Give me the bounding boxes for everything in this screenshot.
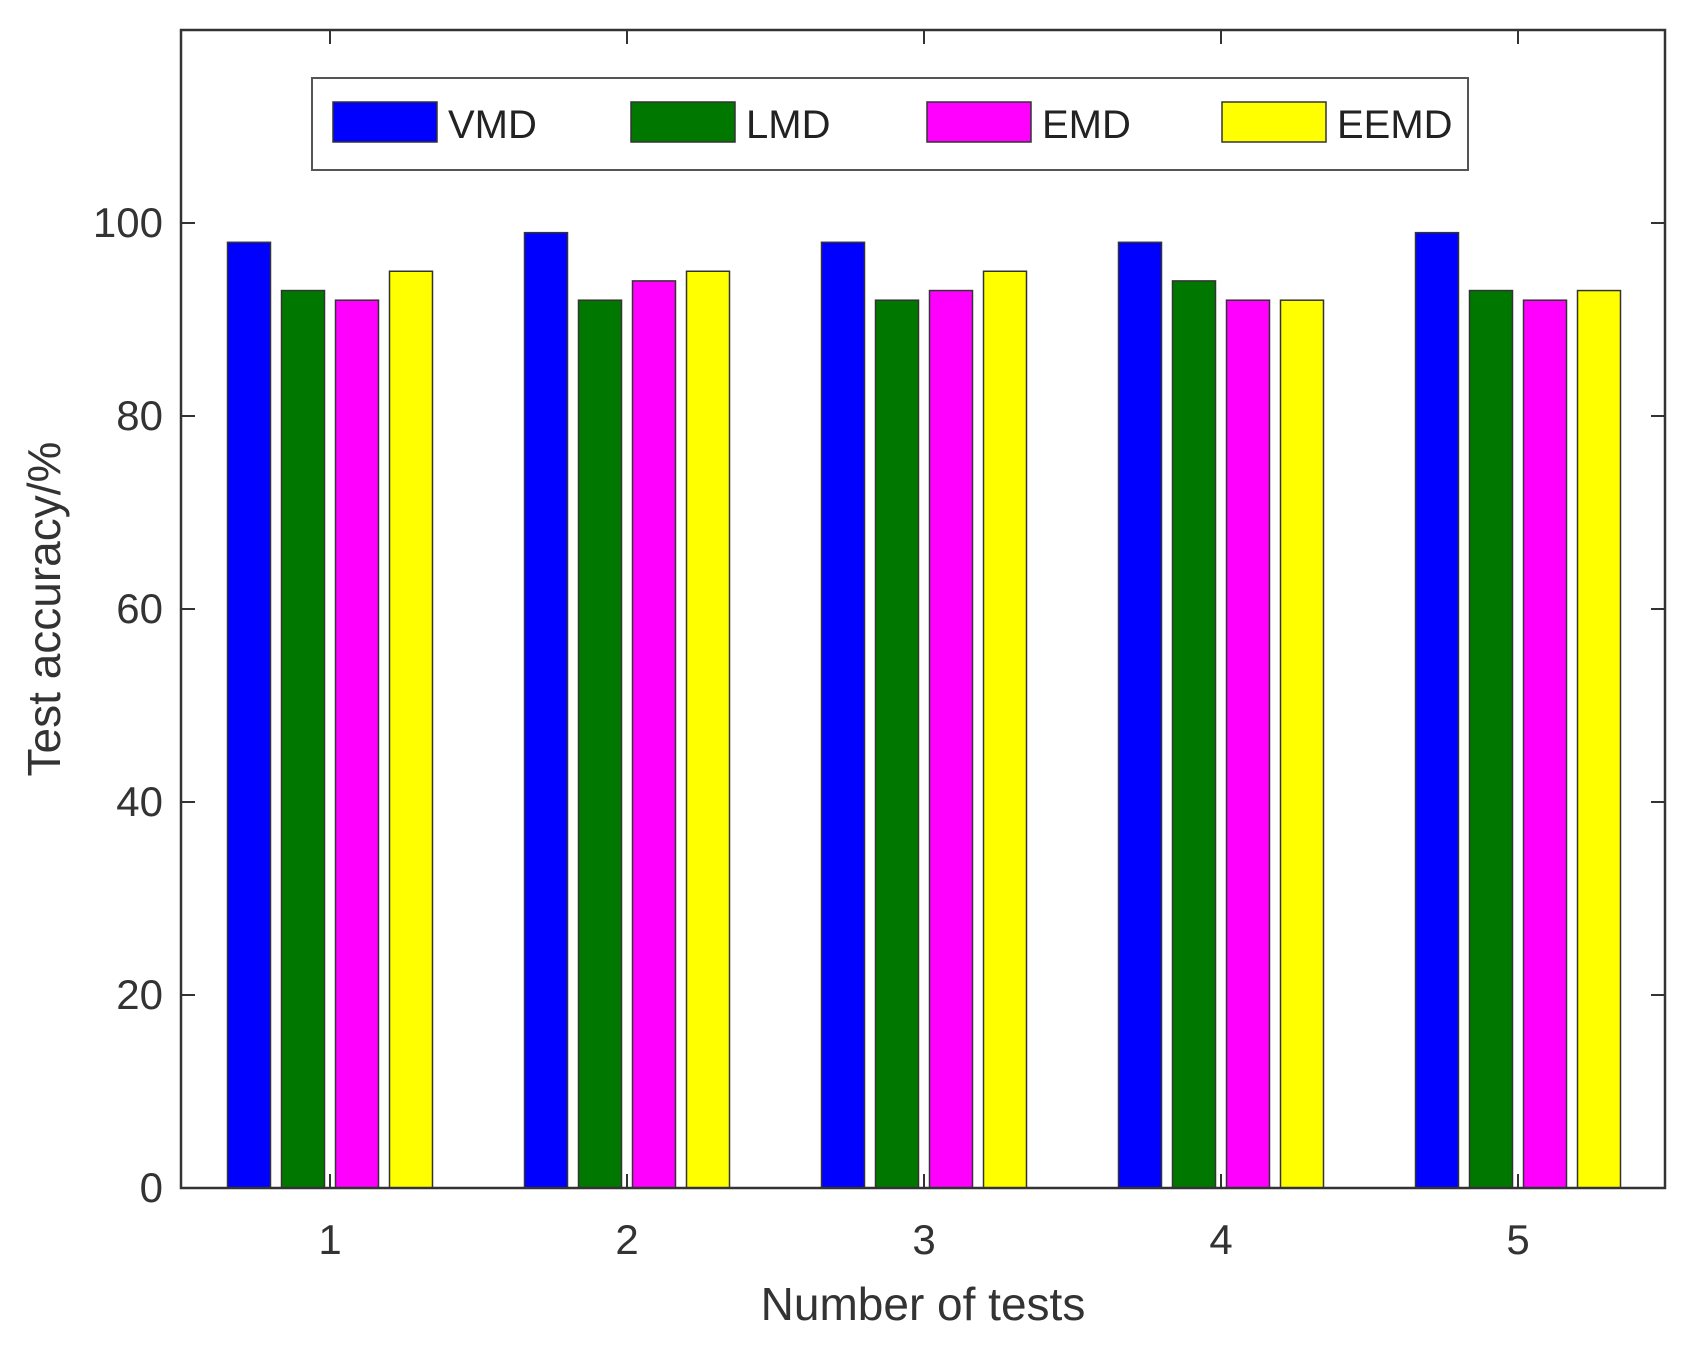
bar-lmd-test-5 xyxy=(1468,289,1514,1189)
y-tick-label: 80 xyxy=(116,392,163,439)
y-axis-label: Test accuracy/% xyxy=(18,442,70,777)
bar-lmd-test-2 xyxy=(577,299,623,1189)
y-tick-label: 40 xyxy=(116,778,163,825)
legend-swatch-vmd xyxy=(332,101,438,143)
bars-layer xyxy=(226,231,1622,1189)
legend-label-vmd: VMD xyxy=(448,103,537,147)
bar-vmd-test-4 xyxy=(1117,241,1163,1189)
legend-label-emd: EMD xyxy=(1042,103,1131,147)
bar-vmd-test-1 xyxy=(226,241,272,1189)
x-axis-label: Number of tests xyxy=(761,1278,1086,1330)
bar-vmd-test-5 xyxy=(1414,231,1460,1189)
legend: VMD LMD EMD EEMD xyxy=(311,77,1469,171)
bar-emd-test-5 xyxy=(1522,299,1568,1189)
legend-swatch-eemd xyxy=(1221,101,1327,143)
bar-eemd-test-2 xyxy=(685,270,731,1189)
y-tick-label: 20 xyxy=(116,971,163,1018)
bar-eemd-test-1 xyxy=(388,270,434,1189)
legend-label-lmd: LMD xyxy=(746,103,830,147)
bar-vmd-test-2 xyxy=(523,231,569,1189)
x-tick-label: 3 xyxy=(912,1216,935,1263)
bar-lmd-test-1 xyxy=(280,289,326,1189)
bar-lmd-test-3 xyxy=(874,299,920,1189)
legend-swatch-emd xyxy=(926,101,1032,143)
bar-eemd-test-5 xyxy=(1576,289,1622,1189)
x-tick-label: 1 xyxy=(318,1216,341,1263)
bar-eemd-test-4 xyxy=(1279,299,1325,1189)
y-tick-label: 60 xyxy=(116,585,163,632)
bar-emd-test-2 xyxy=(631,280,677,1189)
bar-emd-test-4 xyxy=(1225,299,1271,1189)
bar-emd-test-1 xyxy=(334,299,380,1189)
bar-lmd-test-4 xyxy=(1171,280,1217,1189)
x-tick-label: 2 xyxy=(615,1216,638,1263)
bar-eemd-test-3 xyxy=(982,270,1028,1189)
bar-vmd-test-3 xyxy=(820,241,866,1189)
x-tick-label: 4 xyxy=(1209,1216,1232,1263)
x-tick-label: 5 xyxy=(1506,1216,1529,1263)
legend-label-eemd: EEMD xyxy=(1337,103,1453,147)
bar-emd-test-3 xyxy=(928,289,974,1189)
y-tick-label: 100 xyxy=(93,199,163,246)
legend-swatch-lmd xyxy=(630,101,736,143)
y-tick-label: 0 xyxy=(140,1164,163,1211)
ticks-layer: 0 20 40 60 80 100 1 2 3 4 5 xyxy=(93,30,1665,1263)
plot-frame xyxy=(179,28,1667,1190)
